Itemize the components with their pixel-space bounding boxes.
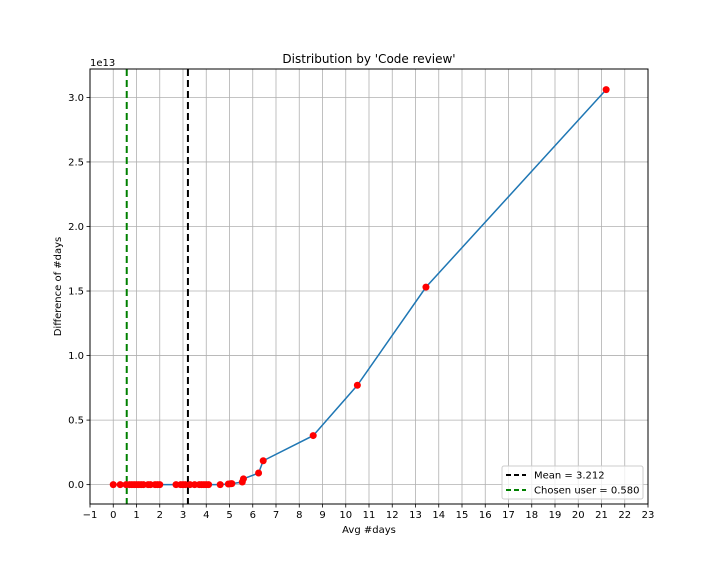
data-point [259, 457, 267, 465]
legend-label-chosen-user: Chosen user = 0.580 [534, 486, 640, 497]
x-tick-label: 5 [226, 510, 232, 521]
x-tick-label: 14 [432, 510, 445, 521]
y-tick-label: 1.0 [68, 351, 84, 362]
x-tick-label: 22 [618, 510, 631, 521]
x-tick-label: 21 [595, 510, 608, 521]
y-offset-label: 1e13 [90, 58, 115, 69]
x-tick-label: 7 [273, 510, 279, 521]
x-tick-label: 6 [250, 510, 256, 521]
x-axis-label: Avg #days [342, 525, 396, 536]
y-tick-label: 3.0 [68, 93, 84, 104]
y-tick-label: 2.5 [68, 157, 84, 168]
data-point [239, 475, 247, 483]
legend: Mean = 3.212 Chosen user = 0.580 [501, 465, 644, 500]
y-tick-label: 0.0 [68, 480, 84, 491]
legend-box [501, 465, 644, 500]
data-point [156, 481, 164, 489]
series [109, 86, 610, 489]
x-tick-label: 0 [110, 510, 116, 521]
x-tick-label: 15 [456, 510, 469, 521]
y-tick-label: 1.5 [68, 287, 84, 298]
y-tick-label: 0.5 [68, 416, 84, 427]
x-tick-label: 18 [525, 510, 538, 521]
data-point [309, 432, 317, 440]
data-point [422, 283, 430, 291]
x-tick-label: 8 [296, 510, 302, 521]
y-tick-label: 2.0 [68, 222, 84, 233]
data-point [205, 481, 213, 489]
x-tick-label: 11 [363, 510, 376, 521]
x-tick-label: 20 [572, 510, 585, 521]
x-tick-label: 13 [409, 510, 422, 521]
x-tick-label: 17 [502, 510, 515, 521]
x-tick-label: 4 [203, 510, 209, 521]
x-tick-label: 10 [339, 510, 352, 521]
data-point [116, 481, 124, 489]
y-axis-ticks: 0.0 0.5 1.0 1.5 2.0 2.5 3.0 [68, 93, 90, 491]
chart-title: Distribution by 'Code review' [282, 52, 455, 66]
legend-label-mean: Mean = 3.212 [534, 471, 605, 482]
x-tick-label: −1 [83, 510, 98, 521]
reference-lines [125, 69, 189, 504]
data-point [216, 481, 224, 489]
x-tick-label: 3 [180, 510, 186, 521]
data-point [353, 381, 361, 389]
x-tick-label: 2 [157, 510, 163, 521]
x-tick-label: 23 [642, 510, 655, 521]
data-point [255, 469, 263, 477]
x-tick-label: 19 [549, 510, 562, 521]
y-axis-label: Difference of #days [53, 237, 64, 337]
data-point [228, 480, 236, 488]
data-point [109, 481, 117, 489]
x-tick-label: 1 [133, 510, 139, 521]
data-point [602, 86, 610, 94]
x-tick-label: 16 [479, 510, 492, 521]
x-tick-label: 9 [319, 510, 325, 521]
x-axis-ticks: −1 0 1 2 3 4 5 6 7 8 9 10 11 12 13 14 15 16 17 18 19 20 21 22 23 [83, 504, 655, 521]
x-tick-label: 12 [386, 510, 399, 521]
